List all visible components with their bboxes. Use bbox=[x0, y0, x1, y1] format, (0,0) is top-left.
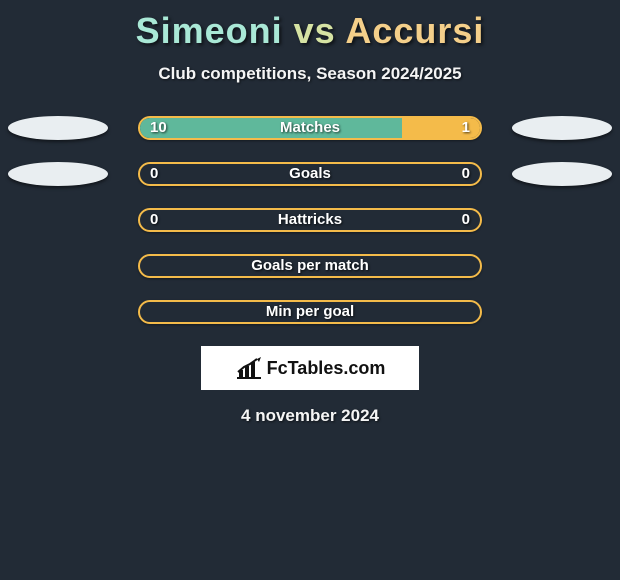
player1-marker bbox=[8, 162, 108, 186]
stat-label: Hattricks bbox=[140, 210, 480, 230]
stat-bar: 00Hattricks bbox=[138, 208, 482, 232]
subtitle: Club competitions, Season 2024/2025 bbox=[0, 64, 620, 84]
brand-text: FcTables.com bbox=[267, 358, 386, 379]
player2-marker bbox=[512, 162, 612, 186]
stat-row: Min per goal bbox=[0, 300, 620, 324]
stat-bar: Min per goal bbox=[138, 300, 482, 324]
vs-text: vs bbox=[294, 10, 336, 51]
stat-label: Matches bbox=[140, 118, 480, 138]
stat-bar: Goals per match bbox=[138, 254, 482, 278]
stat-row: 101Matches bbox=[0, 116, 620, 140]
date-text: 4 november 2024 bbox=[0, 406, 620, 426]
stat-rows: 101Matches 00Goals 00Hattricks Goals per ma… bbox=[0, 116, 620, 324]
stat-row: 00Hattricks bbox=[0, 208, 620, 232]
stat-label: Min per goal bbox=[140, 302, 480, 322]
stat-row: 00Goals bbox=[0, 162, 620, 186]
brand-chart-icon bbox=[235, 356, 263, 380]
player2-marker bbox=[512, 116, 612, 140]
player2-name: Accursi bbox=[345, 10, 484, 51]
stat-row: Goals per match bbox=[0, 254, 620, 278]
stat-bar: 101Matches bbox=[138, 116, 482, 140]
player1-marker bbox=[8, 116, 108, 140]
player1-name: Simeoni bbox=[136, 10, 283, 51]
comparison-title: Simeoni vs Accursi bbox=[0, 0, 620, 52]
stat-label: Goals per match bbox=[140, 256, 480, 276]
stat-label: Goals bbox=[140, 164, 480, 184]
brand-box: FcTables.com bbox=[201, 346, 419, 390]
stat-bar: 00Goals bbox=[138, 162, 482, 186]
